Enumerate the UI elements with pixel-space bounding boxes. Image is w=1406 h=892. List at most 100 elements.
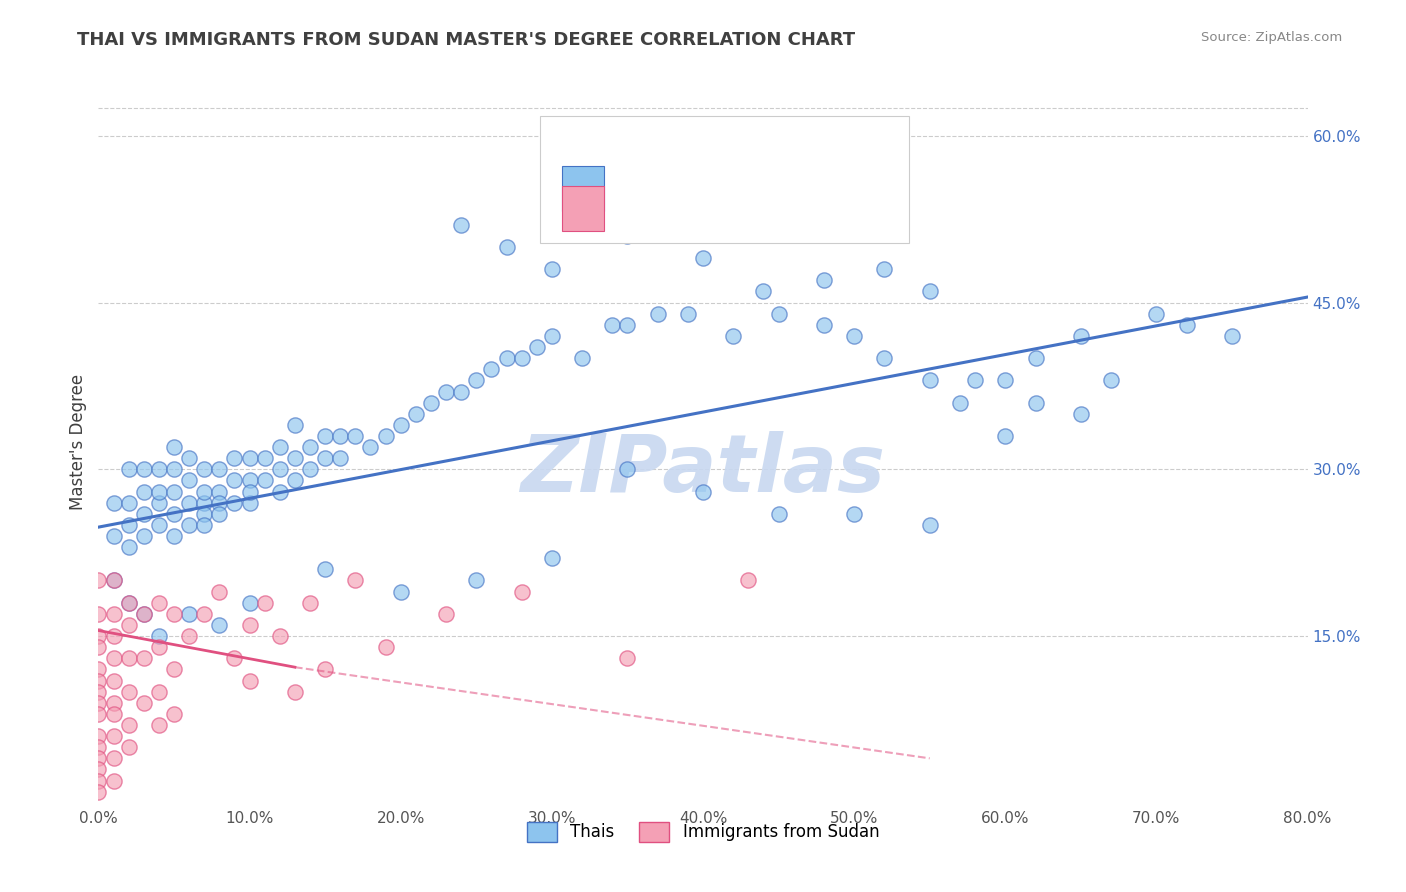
Point [344,574,367,588]
Point [510,584,533,599]
Point [148,596,170,610]
Point [87,706,110,721]
Point [314,662,336,676]
Point [103,706,125,721]
Point [103,773,125,788]
Point [148,517,170,532]
Point [616,462,638,476]
Point [450,384,472,399]
Point [87,574,110,588]
Point [239,474,262,488]
Point [118,684,141,698]
Point [148,718,170,732]
Text: R = -0.097   N =  58: R = -0.097 N = 58 [619,199,801,218]
Point [1024,395,1046,409]
Point [918,373,941,387]
Point [132,607,155,621]
Point [132,484,155,499]
Point [118,462,141,476]
Point [540,551,562,566]
Point [269,440,291,454]
Point [329,429,352,443]
Point [148,462,170,476]
Point [314,429,336,443]
Point [329,451,352,466]
Point [87,629,110,643]
Point [224,451,246,466]
Point [193,517,215,532]
Point [239,596,262,610]
Point [87,662,110,676]
Point [148,496,170,510]
Point [103,529,125,543]
Point [949,395,972,409]
Point [163,440,186,454]
Point [193,507,215,521]
Point [148,629,170,643]
Point [179,517,201,532]
Point [148,484,170,499]
Point [87,740,110,755]
Point [450,218,472,232]
Point [103,729,125,743]
Point [299,440,322,454]
Point [118,596,141,610]
Point [434,607,457,621]
Point [299,462,322,476]
Point [918,517,941,532]
Point [118,540,141,554]
Point [540,329,562,343]
Point [813,273,835,287]
Point [179,496,201,510]
Point [692,484,714,499]
Point [103,607,125,621]
Point [239,451,262,466]
Point [647,307,669,321]
Text: Source: ZipAtlas.com: Source: ZipAtlas.com [1202,31,1343,45]
Point [284,451,307,466]
Point [179,451,201,466]
Point [193,607,215,621]
Point [148,684,170,698]
Point [132,529,155,543]
Point [723,329,745,343]
Text: THAI VS IMMIGRANTS FROM SUDAN MASTER'S DEGREE CORRELATION CHART: THAI VS IMMIGRANTS FROM SUDAN MASTER'S D… [77,31,855,49]
Point [269,629,291,643]
Point [269,484,291,499]
Point [239,618,262,632]
Point [768,307,790,321]
Point [208,618,231,632]
Point [87,773,110,788]
Point [118,651,141,665]
Point [344,429,367,443]
Point [389,417,412,432]
Point [813,318,835,332]
Point [1220,329,1243,343]
Point [420,395,443,409]
Point [132,607,155,621]
Point [1144,307,1167,321]
Point [526,340,548,354]
Point [163,706,186,721]
Point [1024,351,1046,366]
Y-axis label: Master's Degree: Master's Degree [69,374,87,509]
Point [148,640,170,655]
Point [118,740,141,755]
Point [495,351,517,366]
Point [118,718,141,732]
Point [844,329,866,343]
Point [132,696,155,710]
Point [179,607,201,621]
Point [87,751,110,765]
Point [602,318,624,332]
Point [1175,318,1198,332]
Point [103,574,125,588]
Text: ZIPatlas: ZIPatlas [520,432,886,509]
Point [616,651,638,665]
Point [360,440,382,454]
Point [540,262,562,277]
Point [752,285,775,299]
Point [434,384,457,399]
Point [616,228,638,243]
Point [465,574,488,588]
